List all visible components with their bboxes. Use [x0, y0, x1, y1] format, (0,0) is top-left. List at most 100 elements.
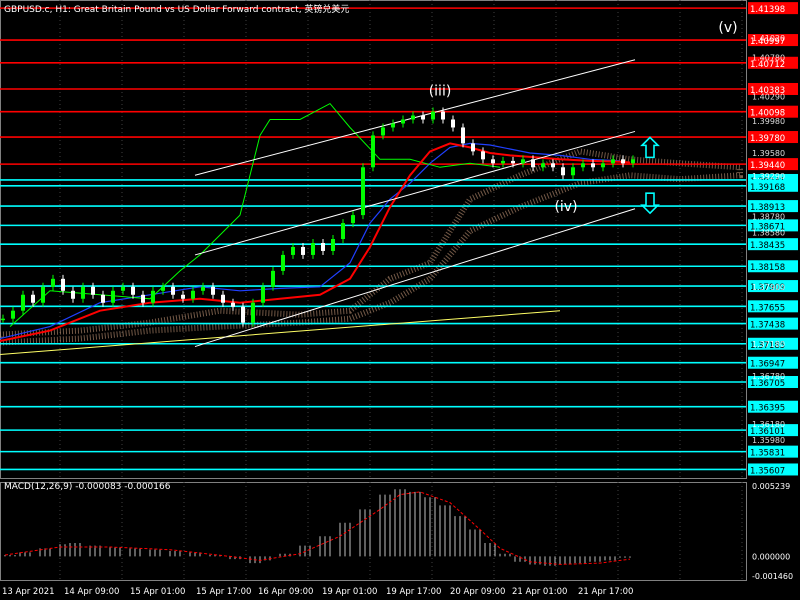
candle-body — [581, 163, 585, 168]
candle-body — [11, 310, 15, 319]
candle-body — [451, 119, 455, 128]
candle-body — [141, 294, 145, 303]
wave-label: (iv) — [554, 199, 577, 215]
candle-body — [151, 290, 155, 303]
resistance-level-label: 1.40098 — [750, 109, 785, 119]
price-tick: 1.38580 — [752, 229, 785, 238]
support-level-tag — [748, 317, 798, 330]
channel-line — [194, 130, 636, 256]
candle-body — [261, 286, 265, 303]
price-axis: 1.41020 1.40780 1.40290 1.39980 1.39580 1.392… — [752, 34, 785, 445]
price-tick: 1.39580 — [752, 149, 785, 158]
candle-body — [411, 115, 415, 120]
macd-pane: 0.005239 0.000000 -0.001460 — [4, 482, 793, 581]
support-level-tag — [748, 219, 798, 232]
arrow-shape — [640, 192, 660, 215]
candle-body — [481, 151, 485, 160]
resistance-level-label: 1.41398 — [750, 5, 785, 15]
support-level-label: 1.39168 — [750, 183, 785, 193]
price-tick: 1.39980 — [752, 117, 785, 126]
support-level-label: 1.38913 — [750, 203, 785, 213]
price-tick: 1.35980 — [752, 436, 785, 445]
time-tick: 20 Apr 09:00 — [450, 587, 505, 597]
price-tick: 1.37900 — [752, 283, 785, 292]
candle-body — [251, 302, 255, 323]
candle-body — [621, 159, 625, 164]
price-tick: 1.41020 — [752, 34, 785, 43]
price-tick: 1.39290 — [752, 172, 785, 181]
macd-label: MACD(12,26,9) -0.000083 -0.000166 — [4, 482, 171, 492]
grid — [0, 0, 747, 581]
candle-body — [241, 306, 245, 323]
macd-tick: -0.001460 — [752, 572, 793, 581]
support-level-tag — [748, 424, 798, 437]
candle-body — [531, 159, 535, 168]
candle-body — [391, 123, 395, 128]
chart-title: GBPUSD.c, H1: Great Britain Pound vs US … — [4, 5, 350, 15]
price-levels[interactable]: 1.41398 1.40997 1.40712 1.40383 1.40098 1.397… — [0, 2, 798, 476]
support-level-tag — [748, 337, 798, 350]
candle-body — [631, 159, 635, 164]
resistance-level-tag — [748, 131, 798, 144]
candle-body — [301, 246, 305, 255]
trend-channels[interactable] — [0, 59, 636, 356]
candle-body — [541, 163, 545, 168]
candle-body — [281, 254, 285, 271]
candle-body — [131, 286, 135, 295]
candle-body — [571, 167, 575, 176]
trendline — [0, 310, 561, 356]
price-series — [1, 107, 635, 327]
candle-body — [421, 115, 425, 120]
candle-body — [1, 318, 5, 321]
wave-labels: (iii) (iv) (v) — [429, 20, 738, 215]
support-level-label: 1.35607 — [750, 466, 785, 476]
resistance-level-tag — [748, 34, 798, 47]
candle-body — [311, 242, 315, 255]
support-level-label: 1.36395 — [750, 404, 785, 414]
support-level-label: 1.38158 — [750, 263, 785, 273]
resistance-level-tag — [748, 105, 798, 118]
candle-body — [381, 127, 385, 136]
resistance-level-label: 1.40997 — [750, 37, 785, 47]
time-tick: 15 Apr 01:00 — [130, 587, 185, 597]
candle-body — [161, 286, 165, 291]
price-tick: 1.40780 — [752, 53, 785, 62]
support-level-label: 1.37655 — [750, 303, 785, 313]
candle-body — [441, 111, 445, 120]
support-level-label: 1.36947 — [750, 360, 785, 370]
time-axis: 13 Apr 2021 14 Apr 09:00 15 Apr 01:00 15 Ap… — [2, 587, 633, 597]
down-arrow-icon — [640, 192, 660, 215]
indicator-lines — [0, 102, 631, 342]
support-level-tag — [748, 300, 798, 313]
arrow-shape — [640, 136, 660, 159]
ma-blue-line — [0, 142, 621, 340]
candle-body — [611, 159, 615, 164]
candle-body — [321, 242, 325, 251]
support-level-tag — [748, 260, 798, 273]
support-level-tag — [748, 280, 798, 293]
time-tick: 19 Apr 01:00 — [322, 587, 377, 597]
candle-body — [101, 294, 105, 303]
candle-body — [211, 286, 215, 295]
candle-body — [171, 286, 175, 295]
macd-tick: 0.005239 — [752, 482, 790, 491]
resistance-level-label: 1.40383 — [750, 86, 785, 96]
candle-body — [111, 290, 115, 303]
time-tick: 16 Apr 09:00 — [258, 587, 313, 597]
candle-body — [71, 290, 75, 299]
candle-body — [501, 160, 505, 164]
support-level-tag — [748, 200, 798, 213]
candle-body — [61, 278, 65, 291]
time-tick: 15 Apr 17:00 — [196, 587, 251, 597]
candle-body — [401, 119, 405, 124]
direction-arrows[interactable] — [640, 136, 660, 215]
resistance-level-tag — [748, 56, 798, 69]
resistance-level-tag — [748, 158, 798, 171]
main-pane-border — [0, 0, 747, 479]
support-level-tag — [748, 463, 798, 476]
candle-body — [331, 239, 335, 251]
support-level-label: 1.36101 — [750, 427, 785, 437]
support-level-label: 1.37909 — [750, 283, 785, 293]
candle-body — [31, 294, 35, 303]
